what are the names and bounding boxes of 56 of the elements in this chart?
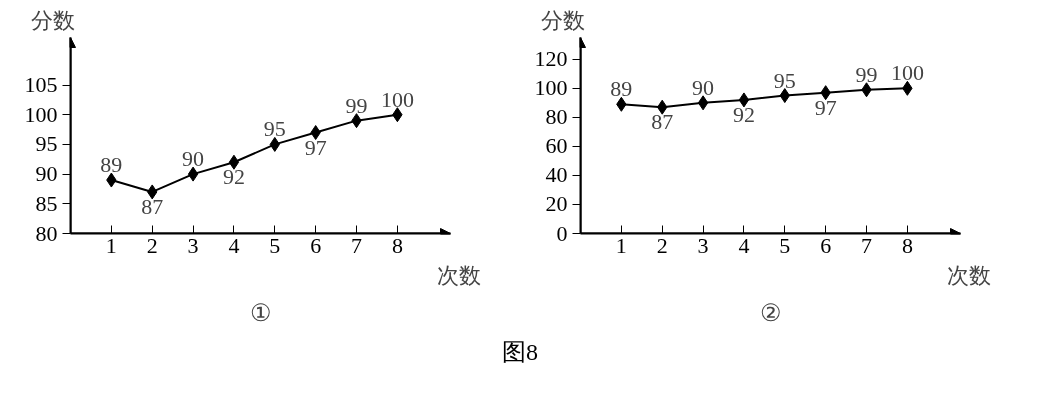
y-tick-label: 100 <box>24 101 58 127</box>
data-label: 97 <box>814 94 837 120</box>
data-label: 95 <box>773 67 796 93</box>
x-axis-title: 次数 <box>436 262 481 288</box>
x-tick-label: 5 <box>269 232 281 258</box>
y-axis-title: 分数 <box>30 7 75 33</box>
text: ① <box>249 299 272 326</box>
x-tick-label: 7 <box>351 232 363 258</box>
data-label: 89 <box>610 76 633 102</box>
data-label: 89 <box>100 152 123 178</box>
data-label: 100 <box>380 86 414 112</box>
x-tick-label: 6 <box>310 232 322 258</box>
data-label: 87 <box>141 193 164 219</box>
data-label: 90 <box>182 146 205 172</box>
x-tick-label: 2 <box>656 232 668 258</box>
x-tick-label: 6 <box>820 232 832 258</box>
data-label: 95 <box>263 116 286 142</box>
x-tick-label: 8 <box>901 232 913 258</box>
data-label: 92 <box>222 164 245 190</box>
data-label: 99 <box>345 92 368 118</box>
point <box>738 92 750 108</box>
data-label: 92 <box>732 101 755 127</box>
y-tick-label: 85 <box>35 190 58 216</box>
x-tick-label: 8 <box>391 232 403 258</box>
x-tick-label: 4 <box>738 232 750 258</box>
x-tick-label: 5 <box>779 232 791 258</box>
y-tick-label: 60 <box>545 133 568 159</box>
y-tick-label: 80 <box>545 104 568 130</box>
x-tick-label: 3 <box>697 232 709 258</box>
y-axis-title: 分数 <box>540 7 585 33</box>
y-tick-label: 0 <box>556 220 568 246</box>
y-tick-label: 80 <box>35 220 58 246</box>
y-tick-label: 100 <box>534 75 568 101</box>
x-tick-label: 2 <box>146 232 158 258</box>
text: ② <box>759 299 782 326</box>
point <box>697 95 709 111</box>
data-label: 97 <box>304 134 327 160</box>
caption: 图8 <box>502 338 538 367</box>
x-tick-label: 1 <box>615 232 627 258</box>
data-label: 100 <box>890 60 924 86</box>
y-tick-label: 20 <box>545 191 568 217</box>
y-tick-label: 120 <box>534 46 568 72</box>
data-label: 99 <box>855 61 878 87</box>
y-tick-label: 90 <box>35 161 58 187</box>
x-tick-label: 3 <box>187 232 199 258</box>
y-tick-label: 40 <box>545 162 568 188</box>
data-label: 90 <box>692 74 715 100</box>
y-tick-label: 95 <box>35 131 58 157</box>
y-tick-label: 105 <box>24 72 58 98</box>
x-tick-label: 7 <box>861 232 873 258</box>
point <box>228 154 240 170</box>
x-tick-label: 1 <box>105 232 117 258</box>
x-axis-title: 次数 <box>946 262 991 288</box>
x-tick-label: 4 <box>228 232 240 258</box>
data-label: 87 <box>651 109 674 135</box>
point <box>187 166 199 182</box>
